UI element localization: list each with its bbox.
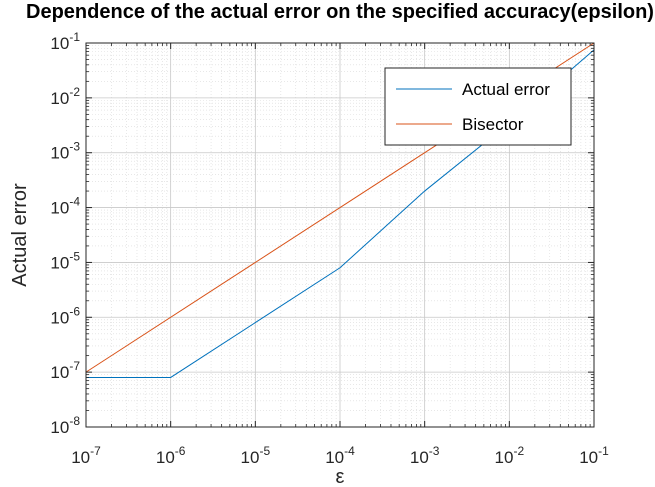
legend-box [384, 67, 572, 146]
y-tick-label: 10-4 [50, 195, 80, 218]
x-tick-label: 10-1 [579, 444, 609, 467]
x-axis-label: ε [336, 466, 345, 487]
x-tick-label: 10-6 [156, 444, 186, 467]
y-tick-label: 10-2 [50, 85, 80, 108]
y-tick-label: 10-3 [50, 140, 80, 163]
x-tick-label: 10-7 [71, 444, 101, 467]
x-tick-label: 10-2 [495, 444, 525, 467]
x-tick-labels: 10-7 10-6 10-5 10-4 10-3 10-2 10-1 [71, 444, 609, 467]
y-tick-label: 10-5 [50, 249, 80, 272]
plot-frame [85, 42, 595, 428]
x-tick-label: 10-5 [241, 444, 271, 467]
x-tick-label: 10-3 [410, 444, 440, 467]
x-tick-label: 10-4 [325, 444, 355, 467]
y-tick-label: 10-1 [50, 30, 80, 53]
legend-label-bisector: Bisector [462, 115, 524, 134]
y-tick-label: 10-8 [50, 414, 80, 437]
y-tick-labels: 10-8 10-7 10-6 10-5 10-4 10-3 10-2 10-1 [50, 30, 80, 437]
y-axis-label: Actual error [9, 183, 31, 287]
y-tick-label: 10-6 [50, 304, 80, 327]
legend-label-actual-error: Actual error [462, 80, 550, 99]
y-tick-label: 10-7 [50, 359, 80, 382]
chart-title: Dependence of the actual error on the sp… [26, 1, 654, 23]
legend: Actual error Bisector [384, 67, 572, 146]
